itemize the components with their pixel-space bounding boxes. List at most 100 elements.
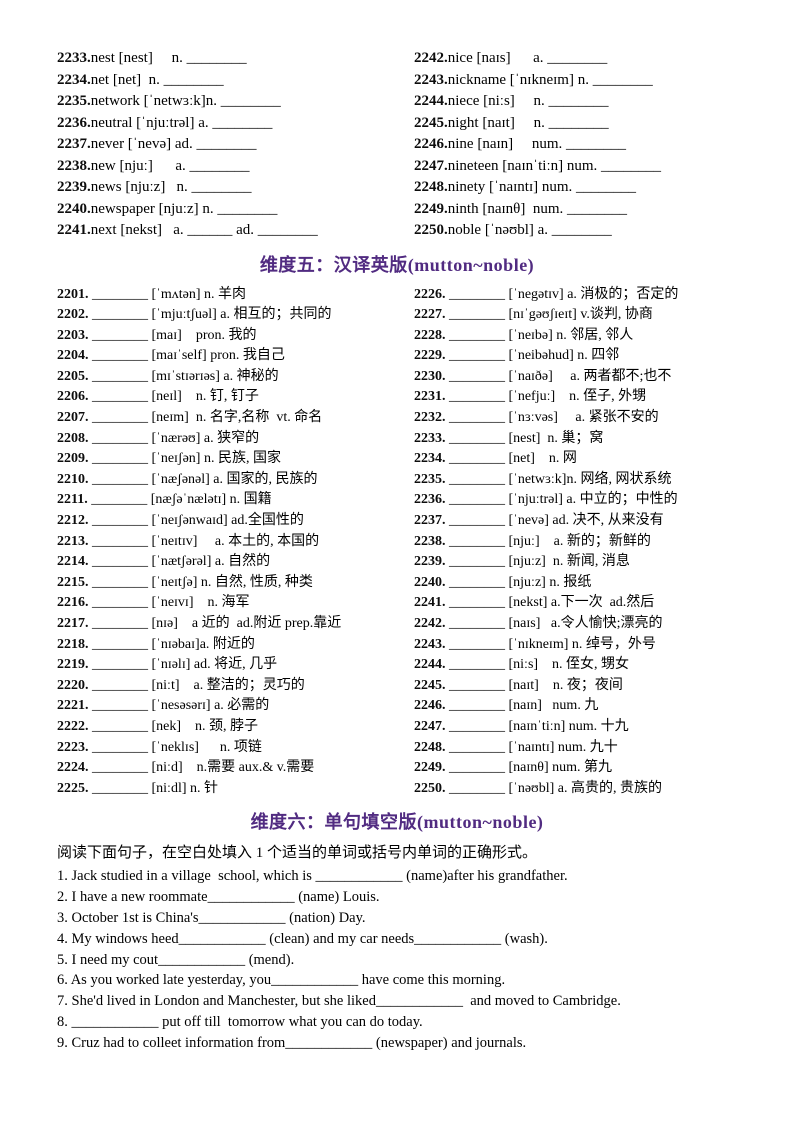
vocab-entry: 2243.nickname [ˈnɪkneɪm] n. ________ bbox=[414, 70, 754, 92]
entry-text: ________ [ˈnɪəlɪ] ad. 将近, 几乎 bbox=[88, 657, 278, 673]
vocab-entry: 2204. ________ [maɪˈself] pron. 我自己 bbox=[57, 346, 414, 367]
entry-text: ________ [niːs] n. 侄女, 甥女 bbox=[445, 657, 630, 673]
vocab-entry: 2240.newspaper [njuːz] n. ________ bbox=[57, 199, 414, 221]
vocab-entry: 2234.net [net] n. ________ bbox=[57, 70, 414, 92]
entry-number: 2220. bbox=[57, 677, 89, 693]
vocab-entry: 2211. ________ [næʃəˈnælətɪ] n. 国籍 bbox=[57, 490, 414, 511]
vocab-entry: 2207. ________ [neɪm] n. 名字,名称 vt. 命名 bbox=[57, 408, 414, 429]
entry-text: ________ [ˈnegətɪv] a. 消极的；否定的 bbox=[445, 286, 679, 302]
entry-text: next [nekst] a. ______ ad. ________ bbox=[90, 222, 318, 238]
section-word-to-meaning: 2233.nest [nest] n. ________ 2234.net [n… bbox=[57, 48, 754, 242]
entry-text: ________ [ˈnefjuː] n. 侄子, 外甥 bbox=[445, 389, 647, 405]
vocab-entry: 2244. ________ [niːs] n. 侄女, 甥女 bbox=[414, 655, 754, 676]
vocab-entry: 2237.never [ˈnevə] ad. ________ bbox=[57, 134, 414, 156]
entry-text: ________ [nekst] a.下一次 ad.然后 bbox=[445, 595, 655, 611]
entry-number: 2240. bbox=[57, 200, 91, 217]
entry-number: 2219. bbox=[57, 657, 89, 673]
instruction-text: 阅读下面句子，在空白处填入 1 个适当的单词或括号内单词的正确形式。 bbox=[57, 845, 538, 862]
entry-text: nice [naɪs] a. ________ bbox=[447, 50, 608, 66]
entry-number: 2233. bbox=[414, 430, 446, 446]
vocab-entry: 2233. ________ [nest] n. 巢；窝 bbox=[414, 429, 754, 450]
entry-number: 2250. bbox=[414, 780, 446, 796]
entry-number: 2230. bbox=[414, 368, 446, 384]
entry-number: 2235. bbox=[57, 93, 91, 109]
entry-number: 2223. bbox=[57, 739, 89, 755]
vocab-entry: 2240. ________ [njuːz] n. 报纸 bbox=[414, 573, 754, 594]
entry-number: 2238. bbox=[414, 533, 446, 549]
vocab-entry: 2250. ________ [ˈnəʊbl] a. 高贵的, 贵族的 bbox=[414, 779, 754, 800]
vocab-entry: 2209. ________ [ˈneɪʃən] n. 民族, 国家 bbox=[57, 449, 414, 470]
entry-text: ________ [neɪm] n. 名字,名称 vt. 命名 bbox=[88, 410, 323, 426]
entry-text: ________ [maɪˈself] pron. 我自己 bbox=[88, 348, 285, 364]
entry-text: ________ [niːt] a. 整洁的；灵巧的 bbox=[88, 677, 305, 693]
entry-text: ________ [neɪl] n. 钉, 钉子 bbox=[88, 389, 259, 405]
entry-text: ________ [ˈneɪtʃə] n. 自然, 性质, 种类 bbox=[88, 574, 313, 590]
vocab-entry: 2248.ninety [ˈnaɪntɪ] num. ________ bbox=[414, 177, 754, 199]
vocab-entry: 2224. ________ [niːd] n.需要 aux.& v.需要 bbox=[57, 758, 414, 779]
entry-text: ________ [ˈnɜːvəs] a. 紧张不安的 bbox=[445, 410, 659, 426]
entry-text: ________ [niːdl] n. 针 bbox=[88, 780, 218, 796]
entry-number: 2245. bbox=[414, 114, 448, 131]
vocab-entry: 2249.ninth [naɪnθ] num. ________ bbox=[414, 199, 754, 221]
vocab-entry: 2236. ________ [ˈnjuːtrəl] a. 中立的；中性的 bbox=[414, 490, 754, 511]
entry-number: 2240. bbox=[414, 574, 446, 590]
entry-text: ________ [ˈnæʃənəl] a. 国家的, 民族的 bbox=[88, 471, 318, 487]
entry-number: 2248. bbox=[414, 739, 446, 755]
entry-number: 2218. bbox=[57, 636, 89, 652]
entry-text: nickname [ˈnɪkneɪm] n. ________ bbox=[447, 71, 653, 88]
vocab-entry: 2244.niece [niːs] n. ________ bbox=[414, 91, 754, 113]
vocab-entry: 2241.next [nekst] a. ______ ad. ________ bbox=[57, 220, 414, 242]
entry-number: 2243. bbox=[414, 71, 448, 88]
vocab-entry: 2220. ________ [niːt] a. 整洁的；灵巧的 bbox=[57, 676, 414, 697]
entry-number: 2229. bbox=[414, 348, 446, 364]
entry-text: ________ [ˈnærəʊ] a. 狭窄的 bbox=[88, 430, 260, 446]
entry-number: 2206. bbox=[57, 389, 89, 405]
entry-text: ________ [ˈnjuːtrəl] a. 中立的；中性的 bbox=[445, 492, 678, 508]
entry-text: niece [niːs] n. ________ bbox=[447, 93, 609, 109]
entry-number: 2212. bbox=[57, 513, 89, 529]
entry-number: 2247. bbox=[414, 718, 446, 734]
meaning-to-word-right-column: 2226. ________ [ˈnegətɪv] a. 消极的；否定的 222… bbox=[414, 285, 754, 800]
vocab-entry: 2217. ________ [nɪə] a 近的 ad.附近 prep.靠近 bbox=[57, 614, 414, 635]
entry-text: ________ [naɪt] n. 夜；夜间 bbox=[445, 677, 623, 693]
vocab-entry: 2210. ________ [ˈnæʃənəl] a. 国家的, 民族的 bbox=[57, 470, 414, 491]
entry-text: ________ [ˈneɪʃənwaɪd] ad.全国性的 bbox=[88, 513, 304, 529]
vocab-entry: 2212. ________ [ˈneɪʃənwaɪd] ad.全国性的 bbox=[57, 511, 414, 532]
entry-text: newspaper [njuːz] n. ________ bbox=[90, 200, 278, 217]
entry-number: 2214. bbox=[57, 554, 89, 570]
entry-text: ________ [ˈnætʃərəl] a. 自然的 bbox=[88, 554, 271, 570]
vocab-entry: 2245. ________ [naɪt] n. 夜；夜间 bbox=[414, 676, 754, 697]
vocab-entry: 2247. ________ [naɪnˈtiːn] num. 十九 bbox=[414, 717, 754, 738]
vocab-entry: 2227. ________ [nɪˈgəʊʃɪeɪt] v.谈判, 协商 bbox=[414, 305, 754, 326]
entry-text: ________ [nest] n. 巢；窝 bbox=[445, 430, 604, 446]
entry-text: ________ [nɪə] a 近的 ad.附近 prep.靠近 bbox=[88, 616, 342, 631]
entry-number: 2236. bbox=[414, 492, 446, 508]
entry-number: 2232. bbox=[414, 410, 446, 426]
entry-text: ________ [njuːz] n. 新闻, 消息 bbox=[445, 554, 630, 570]
entry-number: 2225. bbox=[57, 780, 89, 796]
entry-number: 2227. bbox=[414, 307, 446, 323]
entry-number: 2217. bbox=[57, 616, 89, 631]
word-to-meaning-left-column: 2233.nest [nest] n. ________ 2234.net [n… bbox=[57, 48, 414, 242]
entry-text: nineteen [naɪnˈtiːn] num. ________ bbox=[447, 157, 662, 174]
entry-text: nine [naɪn] num. ________ bbox=[447, 136, 627, 152]
entry-number: 2216. bbox=[57, 595, 89, 611]
vocab-entry: 2206. ________ [neɪl] n. 钉, 钉子 bbox=[57, 387, 414, 408]
vocab-entry: 2247.nineteen [naɪnˈtiːn] num. ________ bbox=[414, 156, 754, 178]
vocab-entry: 2205. ________ [mɪˈstɪərɪəs] a. 神秘的 bbox=[57, 367, 414, 388]
entry-number: 2235. bbox=[414, 471, 446, 487]
vocab-entry: 2235. ________ [ˈnetwɜːk]n. 网络, 网状系统 bbox=[414, 470, 754, 491]
meaning-to-word-left-column: 2201. ________ [ˈmʌtən] n. 羊肉 2202. ____… bbox=[57, 285, 414, 800]
vocab-entry: 2236.neutral [ˈnjuːtrəl] a. ________ bbox=[57, 113, 414, 135]
vocab-entry: 2242. ________ [naɪs] a.令人愉快;漂亮的 bbox=[414, 614, 754, 635]
vocab-entry: 2203. ________ [maɪ] pron. 我的 bbox=[57, 326, 414, 347]
entry-text: network [ˈnetwɜːk]n. ________ bbox=[90, 93, 281, 109]
entry-text: ________ [ˈnesəsərɪ] a. 必需的 bbox=[88, 698, 270, 714]
entry-number: 2201. bbox=[57, 286, 89, 302]
entry-text: ________ [ˈnevə] ad. 决不, 从来没有 bbox=[445, 513, 664, 529]
entry-number: 2248. bbox=[414, 179, 448, 195]
entry-number: 2213. bbox=[57, 533, 89, 549]
entry-number: 2242. bbox=[414, 616, 446, 631]
section-heading-dim5: 维度五：汉译英版(mutton~noble) bbox=[259, 254, 535, 275]
entry-text: never [ˈnevə] ad. ________ bbox=[90, 136, 257, 152]
